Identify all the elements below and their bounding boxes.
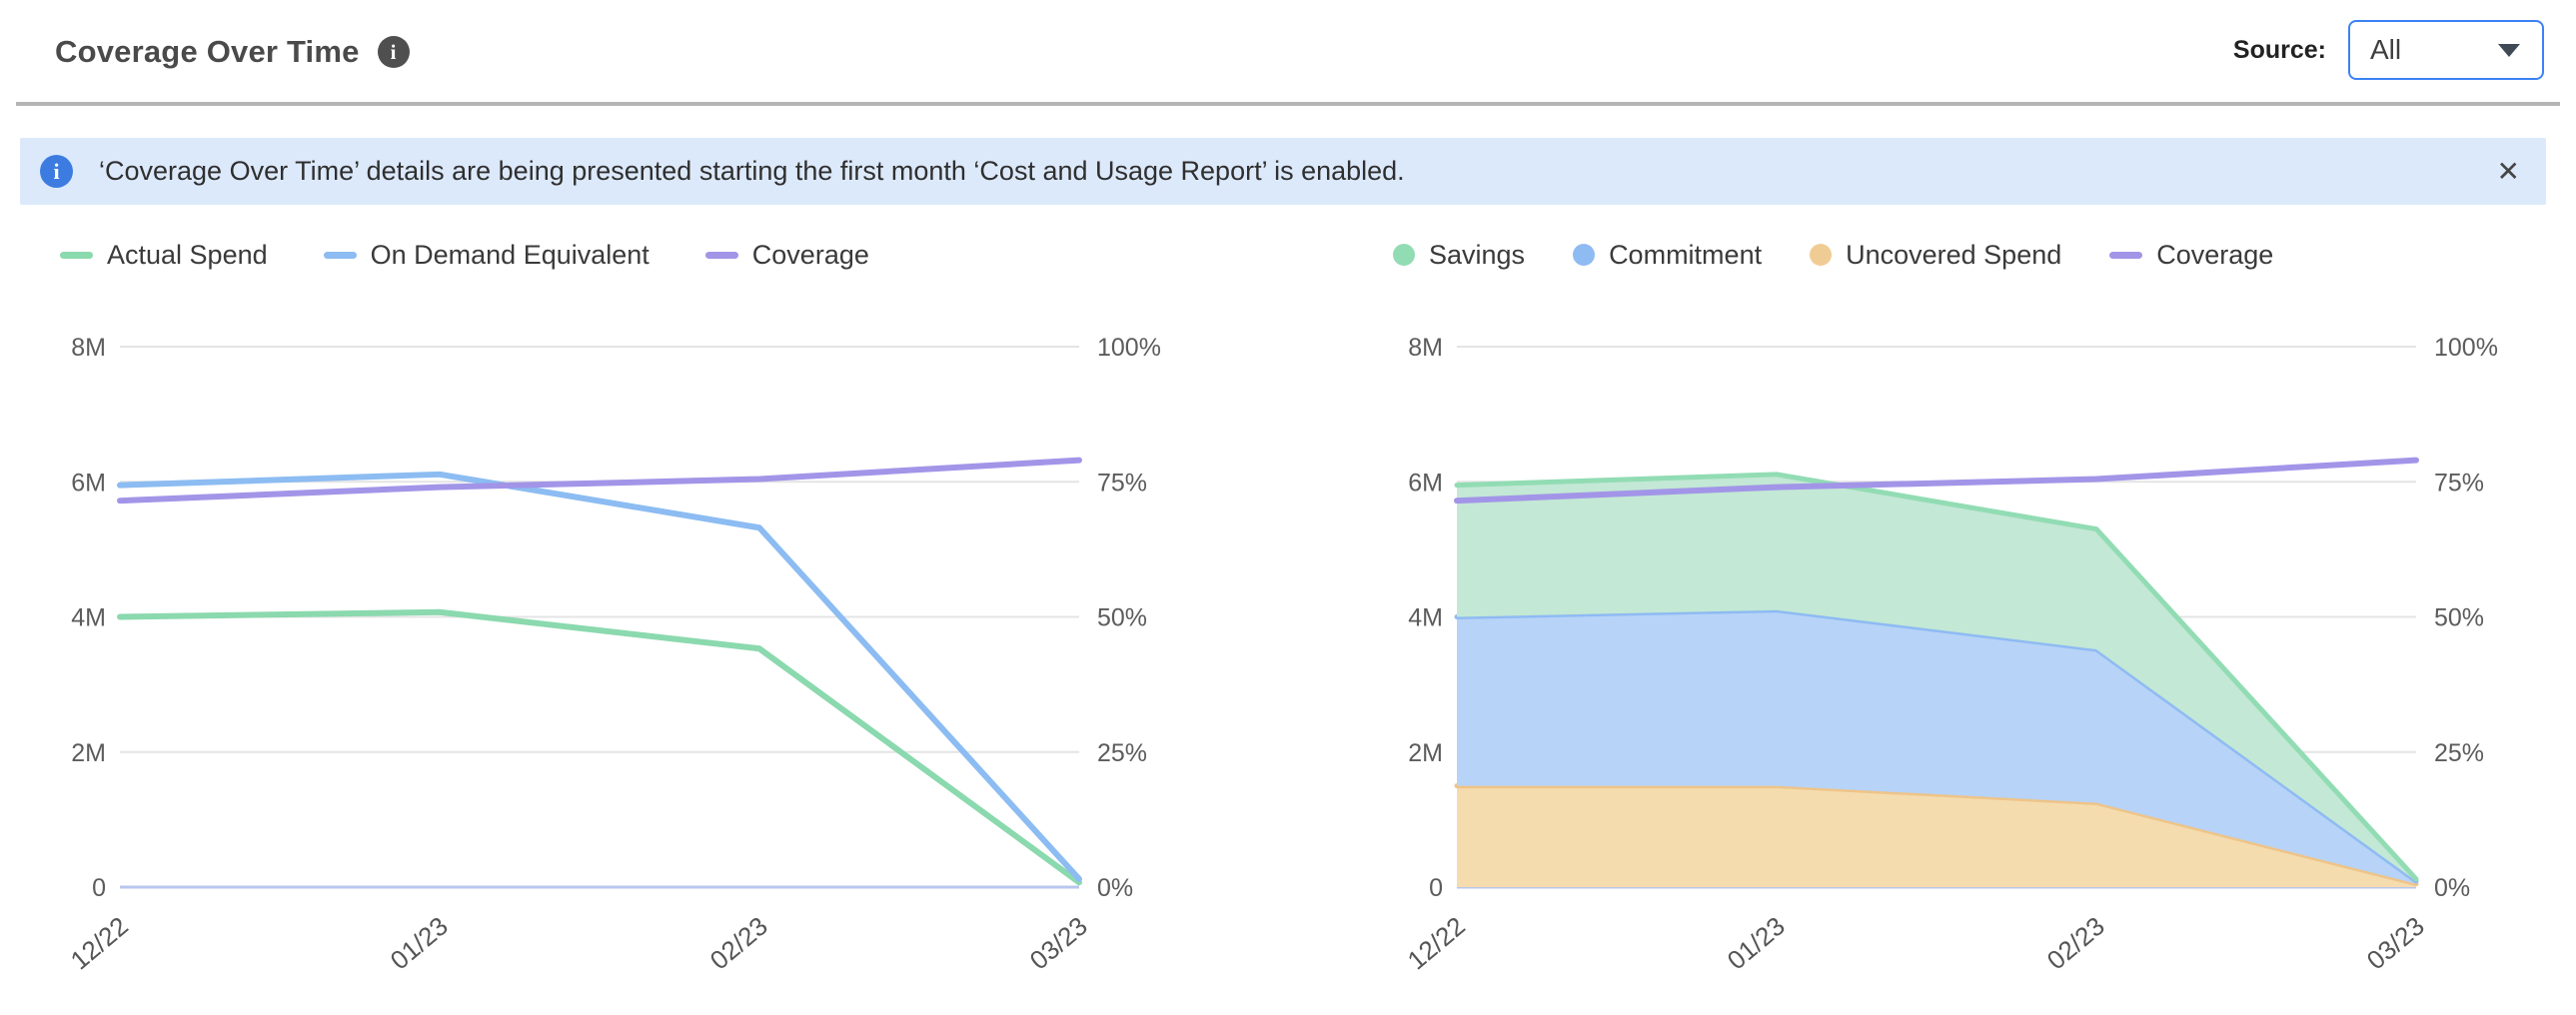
pct-axis-tick-label: 0% <box>2434 874 2470 902</box>
y-axis-tick-label: 8M <box>1408 334 1443 362</box>
legend-label: On Demand Equivalent <box>370 239 649 270</box>
title-wrap: Coverage Over Time i <box>55 34 410 70</box>
banner-text: ‘Coverage Over Time’ details are being p… <box>99 156 1405 186</box>
pct-axis-tick-label: 100% <box>1097 334 1161 362</box>
pct-axis-tick-label: 50% <box>1097 604 1147 632</box>
legend-circle-swatch <box>1393 244 1415 266</box>
series-line-coverage <box>117 457 1082 505</box>
area-band-uncovered-spend <box>1457 785 2416 887</box>
pct-axis-tick-label: 0% <box>1097 874 1133 902</box>
legend-item-commitment[interactable]: Commitment <box>1573 240 1762 271</box>
area-band-savings <box>1457 474 2416 881</box>
legend-item-coverage[interactable]: Coverage <box>2109 240 2273 271</box>
pct-axis-tick-label: 50% <box>2434 604 2484 632</box>
legend-item-coverage[interactable]: Coverage <box>704 239 869 271</box>
x-axis-tick-label: 01/23 <box>385 911 454 976</box>
info-banner: i ‘Coverage Over Time’ details are being… <box>20 138 2546 205</box>
area-band-commitment <box>1457 609 2416 884</box>
legend-item-actual-spend[interactable]: Actual Spend <box>60 240 268 271</box>
header-divider <box>16 102 2560 106</box>
legend-item-uncovered-spend[interactable]: Uncovered Spend <box>1810 240 2061 271</box>
legend-item-savings[interactable]: Savings <box>1393 240 1525 271</box>
legend-label: Coverage <box>2156 239 2274 270</box>
chevron-down-icon <box>2498 43 2520 57</box>
series-line-actual-spend <box>117 608 1082 886</box>
y-axis-tick-label: 0 <box>92 874 106 902</box>
legend-dash-swatch <box>323 251 357 259</box>
series-line-coverage <box>1454 457 2419 505</box>
x-axis-tick-label: 02/23 <box>704 911 773 976</box>
pct-axis-tick-label: 25% <box>2434 739 2484 767</box>
x-axis-tick-label: 12/22 <box>65 911 134 976</box>
y-axis-tick-label: 4M <box>1408 604 1443 632</box>
y-axis-tick-label: 8M <box>71 334 106 362</box>
legend-label: Uncovered Spend <box>1846 239 2062 270</box>
y-axis-tick-label: 0 <box>1429 874 1443 902</box>
coverage-area-chart: Savings Commitment Uncovered Spend Coverage… <box>1357 232 2556 1015</box>
chart-canvas: 8M 100% 6M 75% 4M 50% 2M 25% 0 0% 12/22 01/23 02/23 0… <box>65 334 1161 976</box>
chart-legend: Savings Commitment Uncovered Spend Coverage <box>1357 232 2556 278</box>
title-info-icon[interactable]: i <box>377 36 410 68</box>
legend-dash-swatch <box>60 251 93 259</box>
legend-dash-swatch <box>2109 251 2143 259</box>
legend-label: Coverage <box>751 239 869 270</box>
page-title: Coverage Over Time <box>55 34 360 69</box>
banner-info-icon: i <box>40 155 73 188</box>
x-axis-tick-label: 03/23 <box>1024 911 1093 976</box>
series-line-on-demand-equivalent <box>117 471 1082 882</box>
close-icon[interactable]: ✕ <box>2496 155 2520 187</box>
legend-circle-swatch <box>1810 244 1833 266</box>
chart-legend: Actual Spend On Demand Equivalent Coverage <box>20 232 1209 278</box>
pct-axis-tick-label: 75% <box>1097 469 1147 497</box>
x-axis-tick-label: 12/22 <box>1402 911 1471 976</box>
x-axis-tick-label: 03/23 <box>2361 911 2430 976</box>
legend-label: Savings <box>1429 239 1526 270</box>
legend-label: Actual Spend <box>107 239 268 270</box>
chart-canvas: 8M 100% 6M 75% 4M 50% 2M 25% 0 0% 12/22 01/23 02/23 0… <box>1402 334 2498 976</box>
source-dropdown-value: All <box>2370 34 2402 65</box>
legend-circle-swatch <box>1573 244 1596 266</box>
area-edge-commitment <box>1454 607 2419 884</box>
source-dropdown[interactable]: All <box>2348 20 2544 80</box>
y-axis-tick-label: 2M <box>1408 739 1443 767</box>
pct-axis-tick-label: 25% <box>1097 739 1147 767</box>
y-axis-tick-label: 6M <box>71 469 106 497</box>
legend-label: Commitment <box>1609 239 1763 270</box>
panel-header: Coverage Over Time i Source: All <box>0 0 2576 106</box>
pct-axis-tick-label: 100% <box>2434 334 2498 362</box>
legend-item-on-demand-equivalent[interactable]: On Demand Equivalent <box>323 239 649 271</box>
y-axis-tick-label: 2M <box>71 739 106 767</box>
coverage-line-chart: Actual Spend On Demand Equivalent Coverage… <box>20 232 1209 1015</box>
x-axis-tick-label: 01/23 <box>1722 911 1791 976</box>
source-control: Source: All <box>2233 20 2544 80</box>
legend-dash-swatch <box>704 251 738 259</box>
y-axis-tick-label: 6M <box>1408 469 1443 497</box>
source-label: Source: <box>2232 35 2326 64</box>
area-edge-savings <box>1454 472 2419 882</box>
pct-axis-tick-label: 75% <box>2434 469 2484 497</box>
y-axis-tick-label: 4M <box>71 604 106 632</box>
x-axis-tick-label: 02/23 <box>2041 911 2110 976</box>
